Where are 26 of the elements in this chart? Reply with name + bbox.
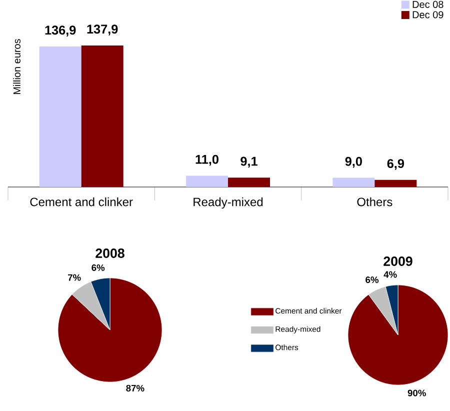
data-label: 90% [408, 390, 426, 396]
bar [39, 46, 82, 187]
data-label: 9,1 [240, 156, 258, 168]
data-label: 4% [384, 271, 397, 278]
data-label: 87% [126, 384, 144, 392]
bar [332, 178, 375, 187]
chart-title: 2008 [96, 248, 124, 258]
data-label: 6% [92, 264, 105, 271]
x-tick-label: Cement and clinker [30, 197, 133, 206]
data-label: 6,9 [387, 159, 404, 170]
bar [186, 176, 228, 187]
y-axis-title: Million euros [13, 39, 20, 94]
data-label: 6% [366, 276, 379, 284]
x-tick-label: Others [357, 197, 392, 206]
bar [228, 178, 270, 187]
data-label: 9,0 [345, 156, 362, 168]
legend-label: Dec 09 [412, 11, 444, 18]
x-tick-label: Ready-mixed [194, 197, 263, 209]
bar [374, 180, 417, 187]
legend-label: Dec 08 [412, 0, 444, 8]
bar [81, 45, 124, 187]
data-label: 137,9 [87, 24, 118, 36]
chart-title: 2009 [384, 256, 412, 266]
data-label: 7% [68, 274, 81, 281]
data-label: 136,9 [45, 26, 76, 36]
data-label: 11,0 [196, 154, 218, 166]
